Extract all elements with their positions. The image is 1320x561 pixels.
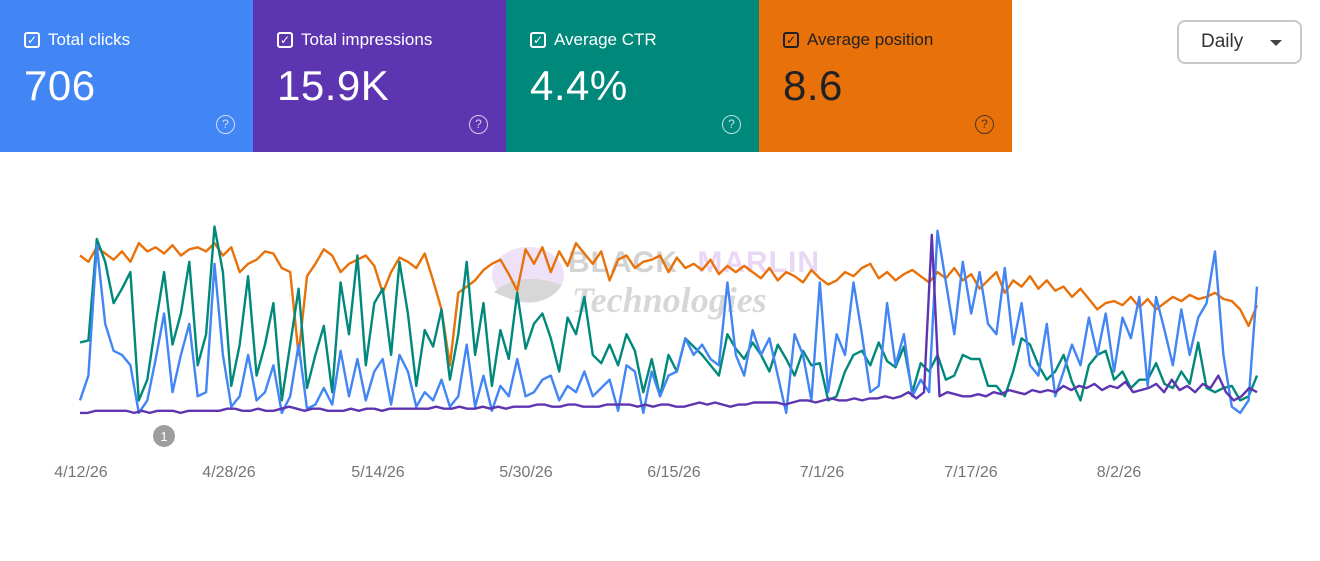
metric-value: 8.6 [783,62,843,109]
watermark-text-marlin: MARLIN [697,246,820,279]
checkbox-checked-icon[interactable]: ✓ [783,32,799,48]
x-tick-label: 7/1/26 [800,464,845,481]
x-tick-label: 5/14/26 [351,464,404,481]
metric-header: ✓ Total impressions [277,30,506,50]
watermark-text-technologies: Technologies [572,280,767,320]
series-line-total-clicks[interactable] [78,229,1259,415]
watermark-fish-icon [494,278,562,302]
metric-value: 4.4% [530,62,628,109]
metric-header: ✓ Average CTR [530,30,759,50]
checkbox-checked-icon[interactable]: ✓ [277,32,293,48]
series-line-average-ctr[interactable] [79,225,1259,402]
help-icon[interactable]: ? [722,115,741,134]
x-axis: 4/12/26 4/28/26 5/14/26 5/30/26 6/15/26 7/1/2… [54,464,1141,481]
series-line-total-impressions[interactable] [80,233,1258,415]
caret-down-icon [1270,40,1282,46]
help-icon[interactable]: ? [469,115,488,134]
help-icon[interactable]: ? [216,115,235,134]
x-tick-label: 4/28/26 [202,464,255,481]
help-icon[interactable]: ? [975,115,994,134]
watermark: BLACK MARLIN Technologies [492,246,820,320]
x-tick-label: 7/17/26 [944,464,997,481]
annotation-circle[interactable] [153,425,175,447]
performance-chart: BLACK MARLIN Technologies 1 4/12/26 4/28/… [54,225,1259,481]
x-tick-label: 8/2/26 [1097,464,1142,481]
annotation-label: 1 [160,429,167,444]
metric-card-average-ctr[interactable]: ✓ Average CTR 4.4%? [506,0,759,152]
metric-header: ✓ Total clicks [24,30,253,50]
x-tick-label: 4/12/26 [54,464,107,481]
metric-label: Total impressions [301,30,433,49]
granularity-selected: Daily [1201,31,1244,52]
series-layer [78,225,1259,415]
granularity-dropdown[interactable]: Daily [1177,20,1302,64]
checkbox-checked-icon[interactable]: ✓ [530,32,546,48]
metric-value: 706 [24,62,96,109]
metric-label: Total clicks [48,30,131,49]
checkbox-checked-icon[interactable]: ✓ [24,32,40,48]
svg-text:BLACK MARLIN: BLACK MARLIN [568,246,820,279]
metric-header: ✓ Average position [783,30,1012,50]
metric-cards: ✓ Total clicks 706? ✓ Total impressions 15.9K… [0,0,1012,152]
series-line-average-position[interactable] [79,241,1259,367]
metric-card-total-clicks[interactable]: ✓ Total clicks 706? [0,0,253,152]
metric-card-total-impressions[interactable]: ✓ Total impressions 15.9K? [253,0,506,152]
metric-card-average-position[interactable]: ✓ Average position 8.6? [759,0,1012,152]
metric-label: Average CTR [554,30,657,49]
x-tick-label: 6/15/26 [647,464,700,481]
watermark-text-black: BLACK [568,246,678,279]
metric-label: Average position [807,30,934,49]
annotation-marker[interactable]: 1 [153,425,175,447]
metric-value: 15.9K [277,62,390,109]
x-tick-label: 5/30/26 [499,464,552,481]
